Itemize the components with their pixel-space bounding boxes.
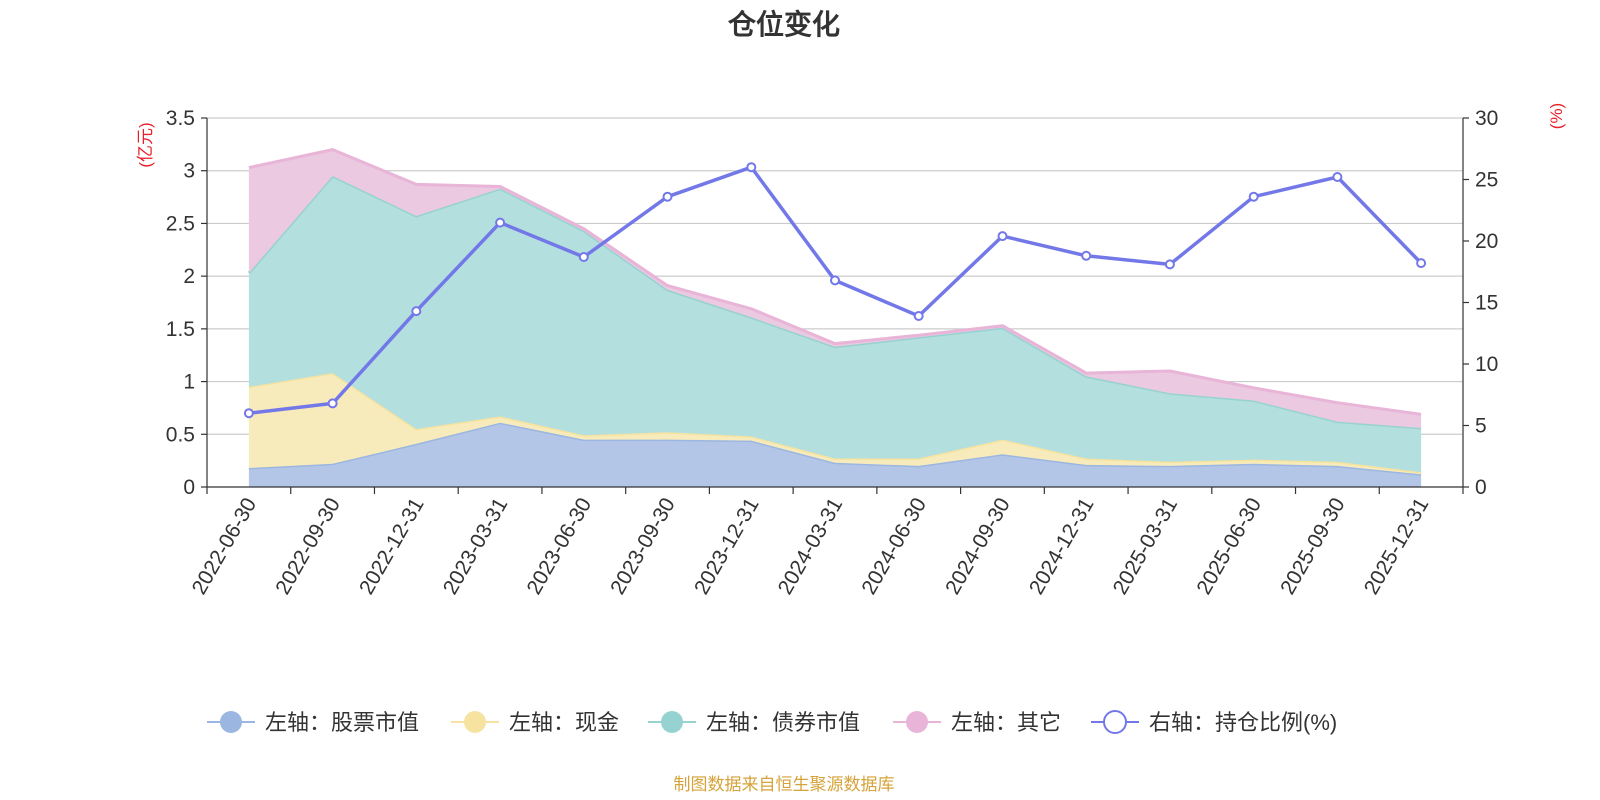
left-tick-label: 3	[183, 160, 195, 183]
legend-item: 左轴：现金	[451, 710, 619, 735]
legend-item: 左轴：其它	[893, 710, 1061, 735]
line-point	[746, 162, 757, 173]
legend-label: 左轴：其它	[951, 710, 1061, 735]
holding-ratio-line	[243, 162, 1427, 419]
legend-marker	[464, 711, 486, 733]
left-tick-label: 0.5	[166, 423, 195, 446]
line-point	[1248, 191, 1259, 202]
x-tick-label: 2023-03-31	[439, 494, 513, 599]
legend-item: 左轴：债券市值	[648, 710, 860, 735]
line-point	[578, 252, 589, 262]
line-point	[1416, 258, 1427, 269]
legend-item: 左轴：股票市值	[207, 710, 419, 735]
area-fill-series-0	[248, 422, 1422, 487]
area-fill-series-1	[248, 373, 1422, 475]
right-tick-label: 10	[1475, 353, 1498, 376]
line-point	[830, 275, 840, 286]
x-tick-label: 2024-03-31	[774, 494, 848, 599]
left-tick-label: 0	[183, 476, 195, 499]
x-tick-label: 2024-12-31	[1025, 494, 1099, 599]
line-point	[411, 306, 422, 317]
legend-label: 右轴：持仓比例(%)	[1149, 710, 1337, 735]
line-point	[327, 398, 338, 409]
right-tick-label: 5	[1475, 415, 1487, 438]
right-tick-label: 30	[1475, 107, 1498, 130]
left-tick-label: 1	[183, 371, 195, 394]
line-point	[997, 231, 1008, 242]
x-tick-label: 2023-09-30	[606, 494, 680, 599]
x-tick-label: 2025-03-31	[1109, 494, 1183, 599]
line-point	[913, 311, 924, 321]
legend-marker	[1103, 710, 1127, 734]
x-tick-label: 2025-09-30	[1276, 494, 1350, 599]
left-tick-label: 2.5	[166, 212, 195, 235]
source-note: 制图数据来自恒生聚源数据库	[674, 775, 895, 794]
x-tick-label: 2023-12-31	[690, 494, 764, 599]
area-fill-series-2	[248, 176, 1422, 473]
x-tick-label: 2025-12-31	[1360, 494, 1434, 599]
legend-marker	[220, 711, 242, 733]
x-tick-label: 2025-06-30	[1192, 494, 1266, 599]
right-axis-unit: (%)	[1547, 103, 1566, 129]
line-point	[243, 408, 254, 419]
left-tick-label: 3.5	[166, 107, 195, 130]
right-tick-label: 15	[1475, 292, 1498, 315]
right-tick-label: 20	[1475, 230, 1498, 253]
legend-marker	[906, 711, 928, 733]
legend-label: 左轴：债券市值	[706, 710, 860, 735]
line-point	[495, 217, 506, 228]
area-edge-series-3	[248, 148, 1422, 416]
x-tick-label: 2023-06-30	[523, 494, 597, 599]
left-tick-label: 1.5	[166, 318, 195, 341]
left-tick-label: 2	[183, 265, 195, 288]
chart-title: 仓位变化	[728, 8, 840, 40]
legend-label: 左轴：现金	[509, 710, 619, 735]
line-point	[662, 191, 673, 202]
x-tick-label: 2022-06-30	[188, 494, 262, 599]
x-tick-label: 2022-09-30	[271, 494, 345, 599]
line-point	[1332, 172, 1343, 182]
x-tick-label: 2024-09-30	[941, 494, 1015, 599]
legend-marker	[661, 711, 683, 733]
line-point	[1164, 259, 1175, 270]
right-tick-label: 0	[1475, 476, 1487, 499]
stacked-areas	[247, 148, 1422, 487]
x-tick-label: 2024-06-30	[857, 494, 931, 599]
legend-label: 左轴：股票市值	[265, 710, 419, 735]
legend: 左轴：股票市值 左轴：现金 左轴：债券市值 左轴：其它 右轴：持仓比例(%)	[207, 710, 1337, 735]
area-fill-series-3	[248, 149, 1422, 428]
right-tick-label: 25	[1475, 169, 1498, 192]
x-tick-label: 2022-12-31	[355, 494, 429, 599]
legend-item: 右轴：持仓比例(%)	[1091, 710, 1337, 735]
left-axis-unit: (亿元)	[136, 122, 155, 167]
line-point	[1081, 250, 1092, 261]
